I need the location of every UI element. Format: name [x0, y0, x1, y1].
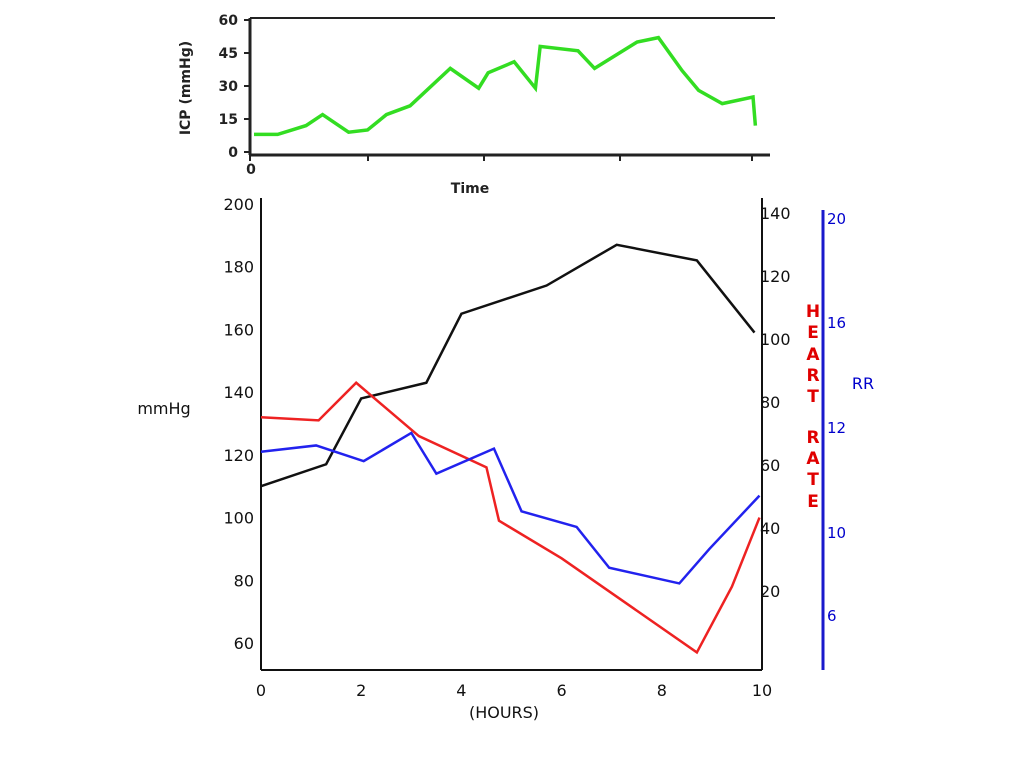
main-x-label: (HOURS) [469, 703, 539, 722]
main-chart: 60 80 100 120 140 160 180 200 0 2 4 6 8 10 20 40 60 80 1… [137, 195, 874, 722]
hr-axis-tick-label: 120 [760, 267, 791, 286]
icp-y-tick-label: 15 [219, 112, 238, 128]
hr-axis-label-letter: R [806, 366, 819, 386]
main-y-label: mmHg [137, 399, 190, 418]
hr-axis-label-letter: E [807, 323, 819, 343]
red-series-line [260, 381, 761, 655]
main-y-tick-label: 140 [223, 383, 254, 402]
main-x-tick-label: 8 [657, 681, 667, 700]
icp-y-label: ICP (mmHg) [178, 41, 194, 135]
icp-y-tick-label: 0 [228, 145, 238, 161]
main-y-tick-label: 200 [223, 195, 254, 214]
icp-y-tick-label: 60 [219, 13, 239, 29]
main-x-tick-label: 2 [356, 681, 366, 700]
hr-axis-label-letter: A [806, 449, 820, 469]
icp-y-tick-label: 45 [219, 46, 238, 62]
main-y-tick-label: 60 [234, 634, 254, 653]
main-x-tick-label: 10 [752, 681, 772, 700]
hr-axis-tick-label: 100 [760, 330, 791, 349]
main-x-tick-label: 6 [557, 681, 567, 700]
hr-axis-tick-label: 20 [760, 582, 780, 601]
main-x-tick-label: 4 [456, 681, 466, 700]
main-x-tick-label: 0 [256, 681, 266, 700]
rr-axis-tick-label: 10 [827, 524, 846, 542]
main-y-tick-label: 160 [223, 320, 254, 339]
icp-chart: 0 15 30 45 60 0 ICP (mmHg) Time [178, 13, 775, 197]
rr-axis-tick-label: 12 [827, 419, 846, 437]
hr-axis-tick-label: 60 [760, 456, 780, 475]
rr-axis-tick-label: 20 [827, 210, 846, 228]
hr-axis-tick-label: 80 [760, 393, 780, 412]
hr-axis-label-letter: T [807, 387, 819, 407]
icp-series-line [254, 35, 758, 137]
icp-y-tick-label: 30 [219, 79, 239, 95]
hr-axis-label-letter: R [806, 428, 819, 448]
main-y-tick-label: 100 [223, 509, 254, 528]
rr-axis-tick-label: 6 [827, 607, 837, 625]
hr-axis-tick-label: 40 [760, 519, 780, 538]
hr-axis-label-letter: A [806, 345, 820, 365]
hr-axis-tick-label: 140 [760, 204, 791, 223]
icp-x-tick-label: 0 [246, 162, 256, 178]
hr-axis-label-letter: H [806, 302, 820, 322]
rr-axis-label: RR [852, 374, 874, 393]
main-y-tick-label: 180 [223, 258, 254, 277]
black-series-line [260, 243, 756, 488]
main-y-tick-label: 120 [223, 446, 254, 465]
icp-x-label: Time [451, 181, 489, 197]
rr-axis-tick-label: 16 [827, 314, 846, 332]
main-y-tick-label: 80 [234, 571, 254, 590]
hr-axis-label-letter: T [807, 470, 819, 490]
hr-axis-label-letter: E [807, 492, 819, 512]
blue-series-line [260, 431, 761, 585]
